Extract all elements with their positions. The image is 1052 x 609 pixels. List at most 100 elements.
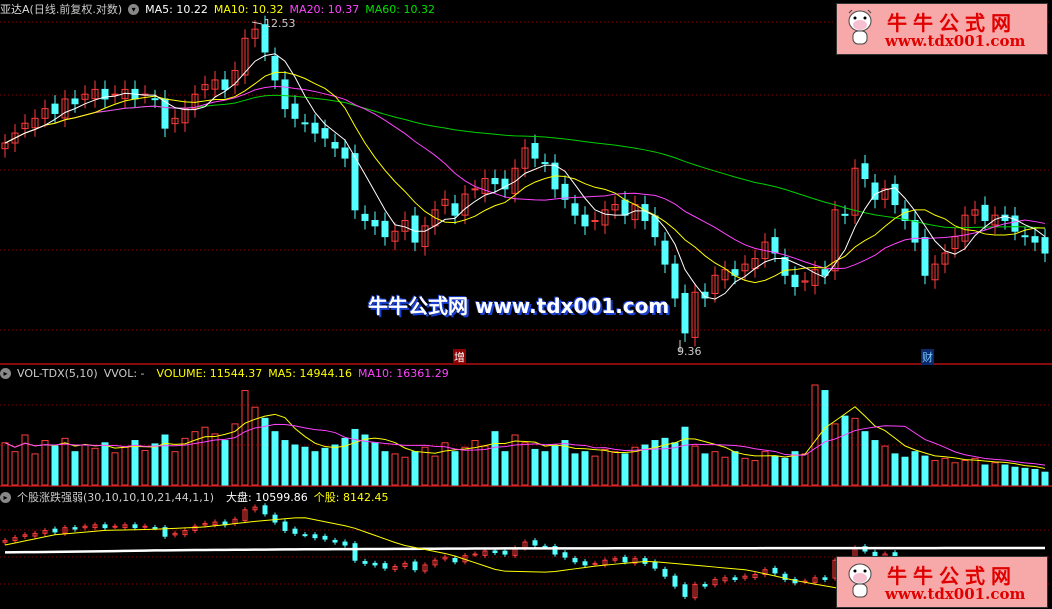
mini-candle <box>402 562 408 568</box>
mini-candle <box>32 532 38 537</box>
volume-bar <box>601 448 609 486</box>
candle <box>81 93 89 100</box>
candle <box>861 163 869 180</box>
candle <box>671 263 679 299</box>
volume-bar <box>531 448 539 486</box>
volume-bar <box>261 417 269 486</box>
candle <box>801 280 809 283</box>
chevron-down-icon[interactable]: ▾ <box>128 3 140 15</box>
candle <box>11 132 19 144</box>
candle <box>711 274 719 294</box>
mini-candle <box>292 528 298 534</box>
volume-bar <box>581 451 589 486</box>
candle <box>701 291 709 299</box>
ma5-label: MA5: 10.22 <box>145 2 208 16</box>
candle <box>541 162 549 165</box>
mini-candle <box>722 577 728 582</box>
candle <box>681 292 689 334</box>
volume-bar <box>821 390 829 486</box>
candle <box>721 269 729 281</box>
volume-bar <box>551 445 559 486</box>
indicator-header: ▸ 个股涨跌强弱(30,10,10,10,21,44,1,1) 大盘: 1059… <box>0 489 388 505</box>
mini-candle <box>612 558 618 561</box>
candle <box>591 219 599 222</box>
mini-candle <box>592 562 598 565</box>
mini-candle <box>12 537 18 542</box>
menu-icon[interactable]: ▸ <box>0 491 11 503</box>
volume-bar <box>351 428 359 486</box>
candle <box>741 263 749 272</box>
volume-bar <box>361 434 369 486</box>
volume-bar <box>201 426 209 486</box>
volume-bar <box>91 447 99 486</box>
menu-icon[interactable]: ▸ <box>0 368 11 379</box>
market-label: 大盘: 10599.86 <box>226 491 308 504</box>
candle <box>621 199 629 216</box>
volume-bar <box>651 440 659 486</box>
mini-candle <box>702 583 708 587</box>
mini-candle <box>102 524 108 529</box>
volume-bar <box>381 451 389 486</box>
volume-bar <box>801 453 809 486</box>
mini-candle <box>192 525 198 531</box>
logo-title: 牛牛公式网 <box>887 564 1017 588</box>
event-marker[interactable]: 增 <box>453 349 466 365</box>
candle <box>151 98 159 101</box>
candle <box>1011 215 1019 232</box>
mini-candle <box>322 535 328 540</box>
volume-bar <box>971 457 979 486</box>
ma20-label: MA20: 10.37 <box>289 2 360 16</box>
finance-marker[interactable]: 财 <box>921 349 934 365</box>
volume-bar <box>21 434 29 486</box>
mini-candle <box>642 558 648 564</box>
candle <box>501 178 509 190</box>
candle <box>531 143 539 159</box>
high-price-label: 12.53 <box>264 17 296 30</box>
candle <box>41 108 49 119</box>
volume-bar <box>151 443 159 486</box>
volume-bar <box>271 431 279 486</box>
volume-bar <box>901 456 909 486</box>
volume-bar <box>891 453 899 486</box>
mini-candle <box>382 563 388 569</box>
mini-candle <box>112 525 118 528</box>
logo-url: www.tdx001.com <box>885 32 1026 50</box>
candle <box>571 203 579 216</box>
candle <box>291 103 299 119</box>
volume-bar <box>161 434 169 486</box>
mini-candle <box>122 524 128 529</box>
volume-bar <box>621 453 629 486</box>
volume-bar <box>631 446 639 486</box>
volume-bar <box>301 446 309 486</box>
candle <box>561 183 569 200</box>
mini-candle <box>502 550 508 555</box>
stock-name: 亚达A <box>0 3 30 16</box>
volume-bar <box>671 442 679 486</box>
candle <box>1021 235 1029 238</box>
volume-bar <box>341 437 349 486</box>
volume-bar <box>541 451 549 486</box>
volume-bar <box>241 390 249 486</box>
candle <box>271 55 279 81</box>
volume-bar <box>391 453 399 486</box>
candle <box>971 209 979 216</box>
mini-candle <box>772 567 778 574</box>
volume-bar <box>11 451 19 486</box>
volume-bar <box>1041 471 1049 486</box>
volume-bar <box>461 446 469 486</box>
mini-candle <box>262 505 268 515</box>
mini-candle <box>62 527 68 534</box>
volume-bar <box>521 442 529 486</box>
mini-candle <box>22 534 28 537</box>
volume-bar <box>561 440 569 486</box>
candle <box>91 88 99 100</box>
volume-ma10-line <box>4 423 1046 466</box>
mini-candle <box>582 561 588 566</box>
candle <box>1031 236 1039 243</box>
mini-candle <box>422 564 428 572</box>
candle <box>1041 237 1049 254</box>
volume-bar <box>841 415 849 486</box>
candle <box>871 182 879 200</box>
candle <box>351 153 359 211</box>
